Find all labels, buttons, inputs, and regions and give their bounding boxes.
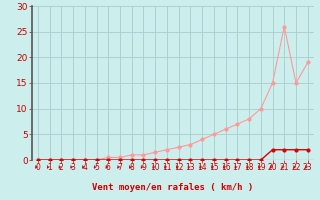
X-axis label: Vent moyen/en rafales ( km/h ): Vent moyen/en rafales ( km/h ) xyxy=(92,183,253,192)
